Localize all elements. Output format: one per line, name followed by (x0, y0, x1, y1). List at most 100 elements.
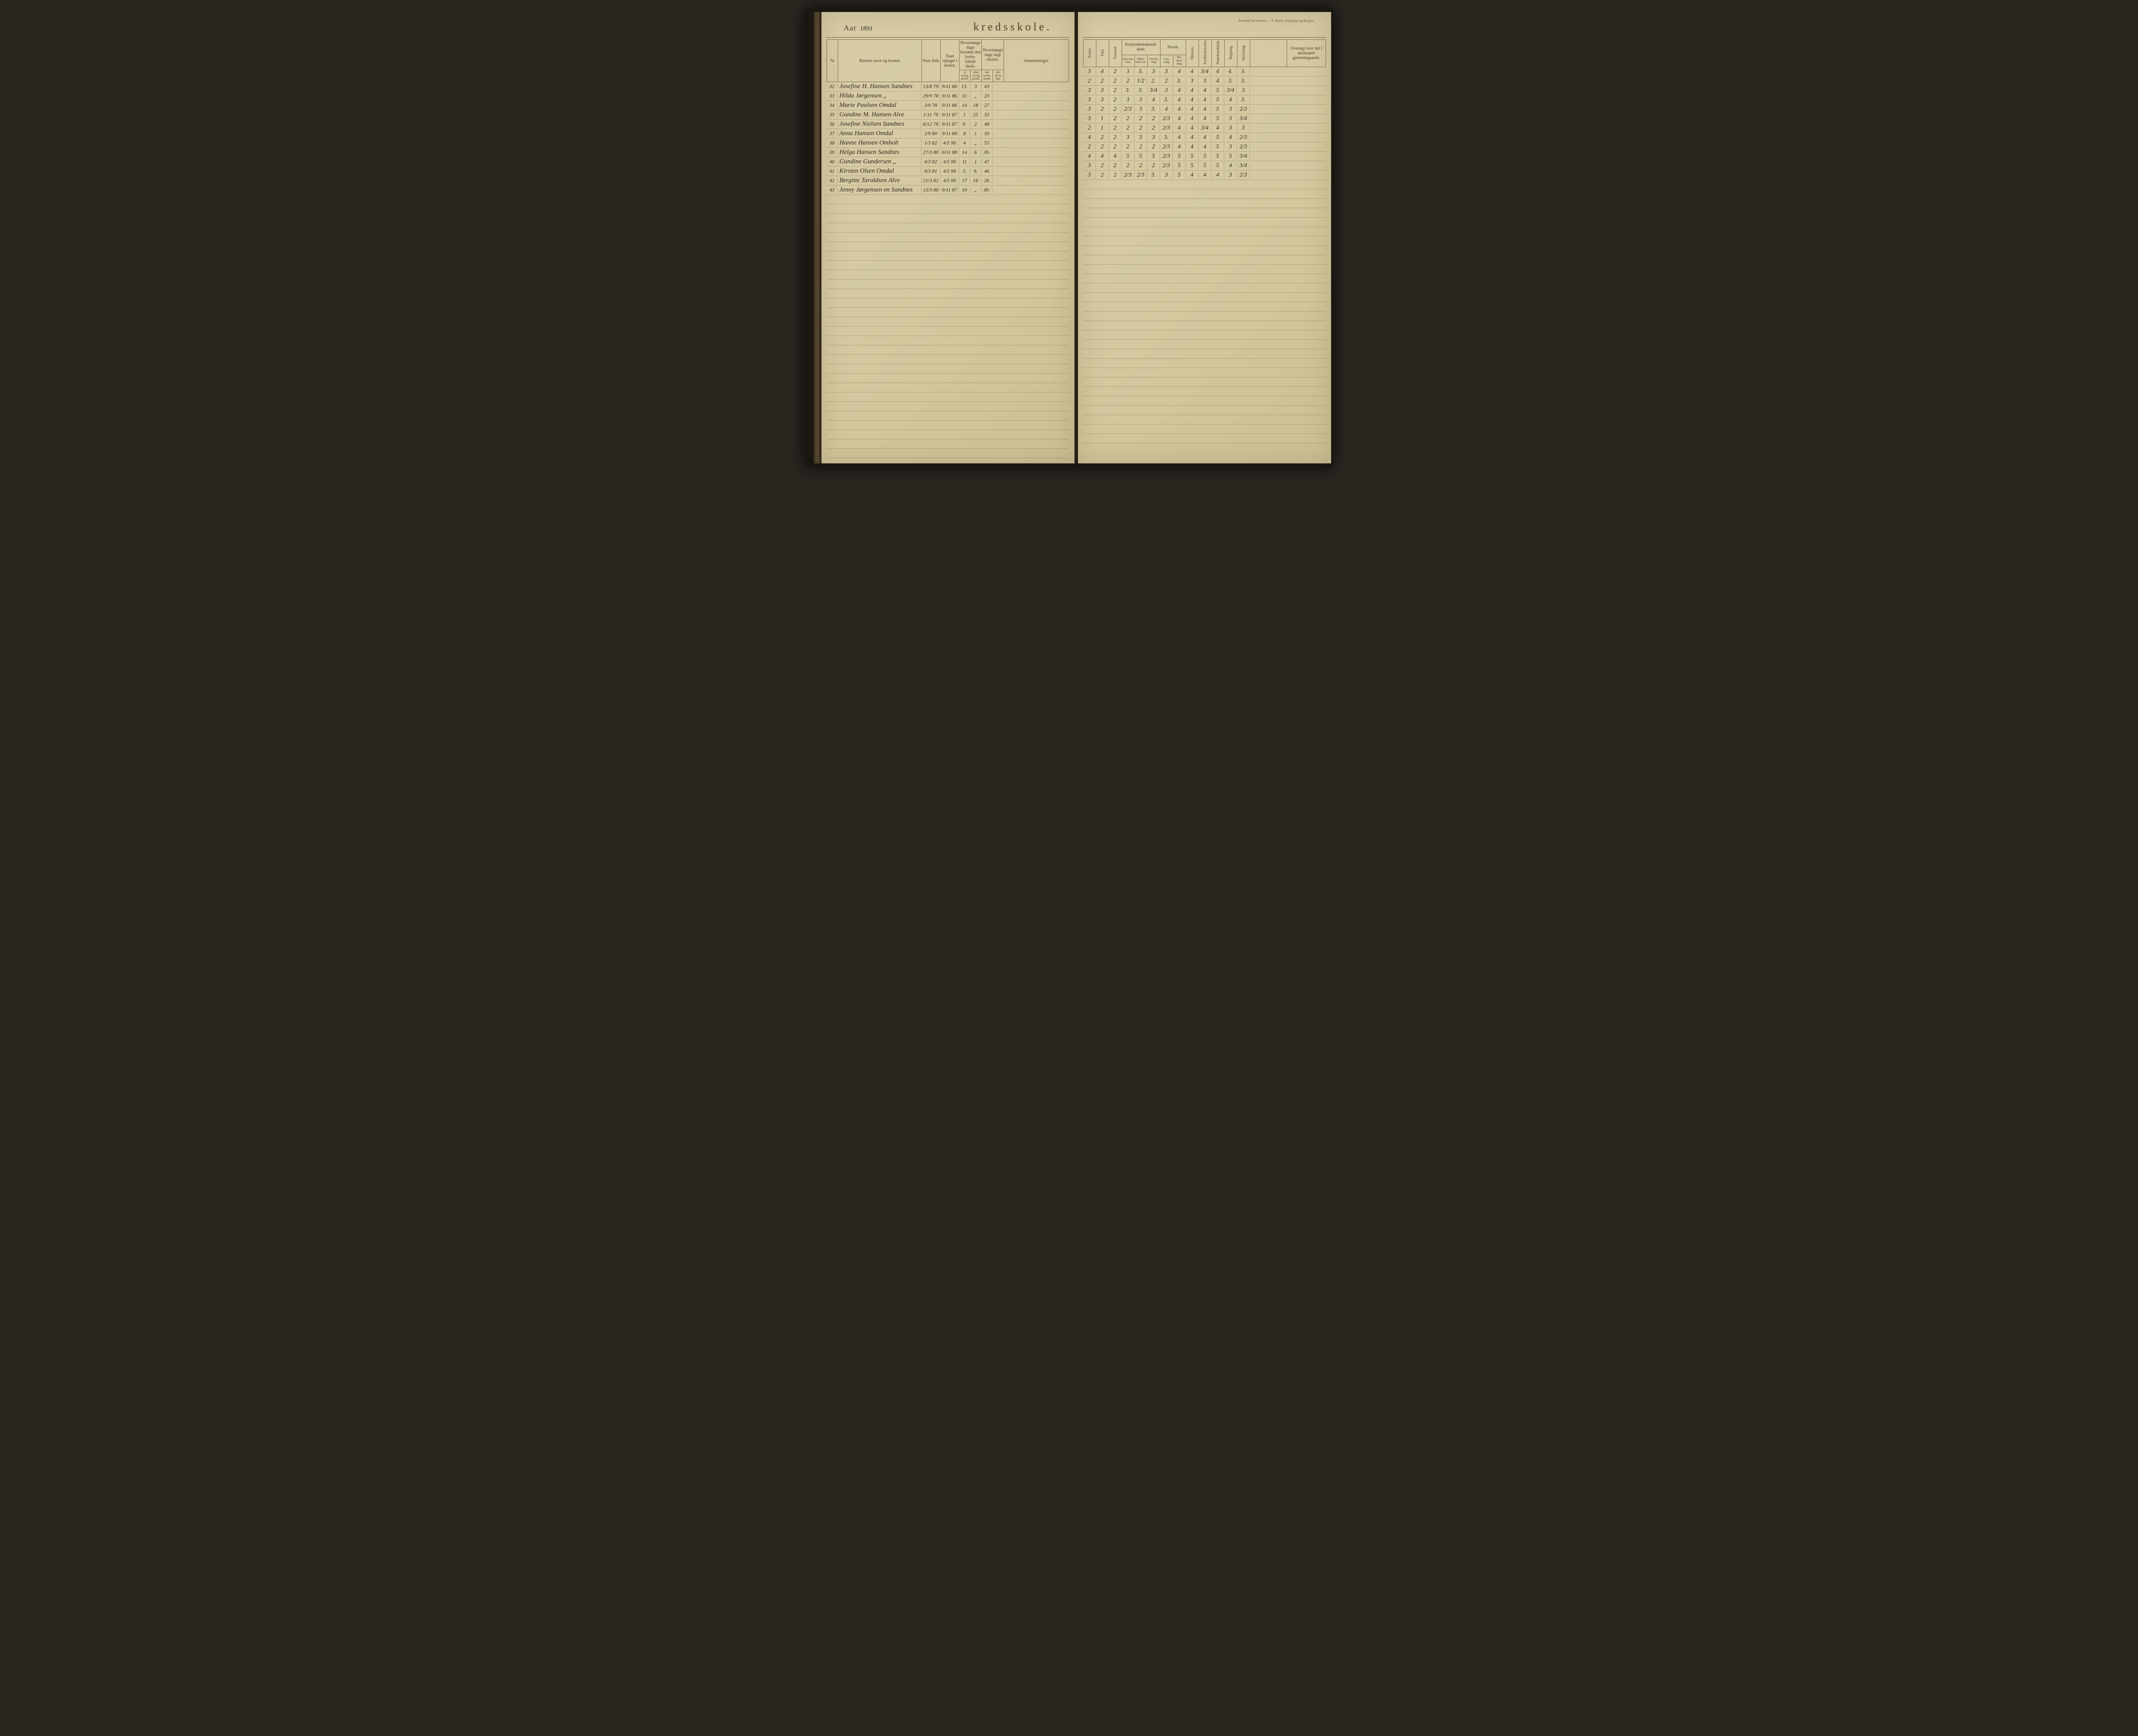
col-no: № (827, 40, 838, 82)
cell-grade: 5 (1173, 153, 1186, 160)
table-row: 4445552/3555553/4 (1083, 152, 1326, 161)
table-row-empty (827, 327, 1069, 336)
cell-grade: 3 (1083, 115, 1096, 122)
cell-fodt: 4/3 82 (921, 159, 940, 165)
cell-grade: 4 (1211, 68, 1224, 75)
cell-grade: 3 (1237, 87, 1250, 94)
cell-f2: „ (970, 187, 981, 193)
cell-grade: 2 (1109, 144, 1122, 150)
cell-grade: 4 (1186, 144, 1199, 150)
cell-grade: 2 (1134, 162, 1147, 169)
header-table-left: № Barnets navn og bosted. Naar født. Naa… (827, 39, 1069, 82)
col-norsk-1: Ret-skriv-ning. (1173, 55, 1186, 67)
cell-name: Jenny Jørgensen en Sandnes (838, 186, 921, 194)
cell-name: Josefine H. Hansen Sandnes (838, 83, 921, 90)
cell-grade: 5 (1199, 162, 1211, 169)
table-row-empty (827, 355, 1069, 364)
cell-f1: 31 (959, 93, 970, 99)
cell-no: 39 (827, 149, 838, 156)
cell-grade: 5 (1134, 153, 1147, 160)
table-row-empty (1083, 424, 1326, 434)
cell-no: 41 (827, 168, 838, 174)
table-row-empty (1083, 340, 1326, 349)
cell-no: 32 (827, 83, 838, 90)
cell-no: 43 (827, 187, 838, 193)
cell-grade: 4 (1199, 115, 1211, 122)
cell-grade: 2/3 (1122, 106, 1134, 113)
cell-grade: 2 (1109, 68, 1122, 75)
cell-f3: 26 (981, 177, 992, 184)
table-row-empty (827, 392, 1069, 402)
cell-grade: 2. (1147, 78, 1160, 85)
cell-grade: 2 (1122, 144, 1134, 150)
col-regning: Regning. (1225, 40, 1237, 67)
kredsskole-title: kredsskole. (973, 21, 1052, 33)
col-oversigt: Oversigt over det i skoleaaret gjennemga… (1287, 40, 1326, 67)
cell-grade: 2/3 (1122, 172, 1134, 179)
table-row-empty (827, 383, 1069, 392)
cell-grade: 2 (1147, 144, 1160, 150)
cell-grade: 3 (1096, 97, 1109, 103)
table-row-empty (827, 223, 1069, 233)
cell-grade: 3 (1083, 106, 1096, 113)
page-right: Protokol for læreren — F. Beyer, Kristia… (1078, 12, 1331, 463)
table-row: 37Anna Hansen Omdal2/9 809/11 898150 (827, 129, 1069, 139)
page-left: Aar 1891 kredsskole. № Barnets navn og b… (821, 12, 1075, 463)
table-row-empty (827, 421, 1069, 430)
cell-name: Hilda Jørgensen „ (838, 92, 921, 100)
cell-f3: 33 (981, 112, 992, 118)
table-row: 33Hilda Jørgensen „29/9 789/11 8631„23 (827, 91, 1069, 101)
table-row-empty (827, 242, 1069, 251)
table-row-empty (827, 317, 1069, 327)
cell-name: Bergitte Taraldsen Alve (838, 177, 921, 184)
cell-grade: 3 (1083, 68, 1096, 75)
cell-opt: 9/11 86 (940, 83, 959, 90)
col-blank (1250, 40, 1287, 67)
cell-name: Kirsten Olsen Omdal (838, 168, 921, 175)
col-sub-3: den frivil-lige. (993, 70, 1004, 82)
cell-f2: 1 (970, 159, 981, 165)
table-row-empty (1083, 180, 1326, 189)
cell-grade: 3. (1122, 87, 1134, 94)
cell-grade: 4 (1224, 134, 1237, 141)
cell-grade: 5 (1211, 106, 1224, 113)
col-norsk-0: Læs-ning. (1161, 55, 1173, 67)
table-row-empty (827, 289, 1069, 298)
cell-grade: 4 (1199, 87, 1211, 94)
cell-grade: 2/3 (1160, 144, 1173, 150)
cell-opt: 9/11 89 (940, 130, 959, 137)
table-row: 3323.3.3/4344453/43 (1083, 86, 1326, 95)
cell-grade: 5 (1224, 153, 1237, 160)
cell-grade: 2 (1122, 115, 1134, 122)
cell-grade: 3 (1083, 162, 1096, 169)
cell-grade: 3 (1224, 172, 1237, 179)
cell-opt: 4/5 90 (940, 168, 959, 174)
cell-grade: 3 (1147, 134, 1160, 141)
cell-opt: 4/5 90 (940, 177, 959, 184)
cell-grade: 5 (1211, 134, 1224, 141)
cell-f3: 50 (981, 130, 992, 137)
cell-grade: 4 (1109, 153, 1122, 160)
cell-grade: 2 (1109, 125, 1122, 132)
col-kristen-2: For-kla-ring. (1148, 55, 1161, 67)
cell-opt: 9/11 88 (940, 149, 959, 156)
cell-grade: 3 (1224, 144, 1237, 150)
cell-grade: 5 (1186, 162, 1199, 169)
cell-no: 38 (827, 140, 838, 146)
cell-grade: 2 (1109, 115, 1122, 122)
cell-fodt: 2/9 80 (921, 130, 940, 137)
cell-grade: 3 (1160, 87, 1173, 94)
table-row: 4223333.444542/3 (1083, 133, 1326, 142)
cell-grade: 2/3 (1160, 125, 1173, 132)
cell-grade: 3. (1147, 172, 1160, 179)
col-historie: Historie. (1186, 40, 1199, 67)
cell-grade: 3 (1224, 115, 1237, 122)
cell-fodt: 1/3 82 (921, 140, 940, 146)
cell-grade: 4 (1173, 87, 1186, 94)
cell-f1: 10 (959, 187, 970, 193)
cell-f2: 3 (970, 83, 981, 90)
table-row-empty (1083, 396, 1326, 406)
cell-grade: 4 (1173, 106, 1186, 113)
cell-f3: 49. (981, 187, 992, 193)
cell-grade: 3. (1134, 68, 1147, 75)
